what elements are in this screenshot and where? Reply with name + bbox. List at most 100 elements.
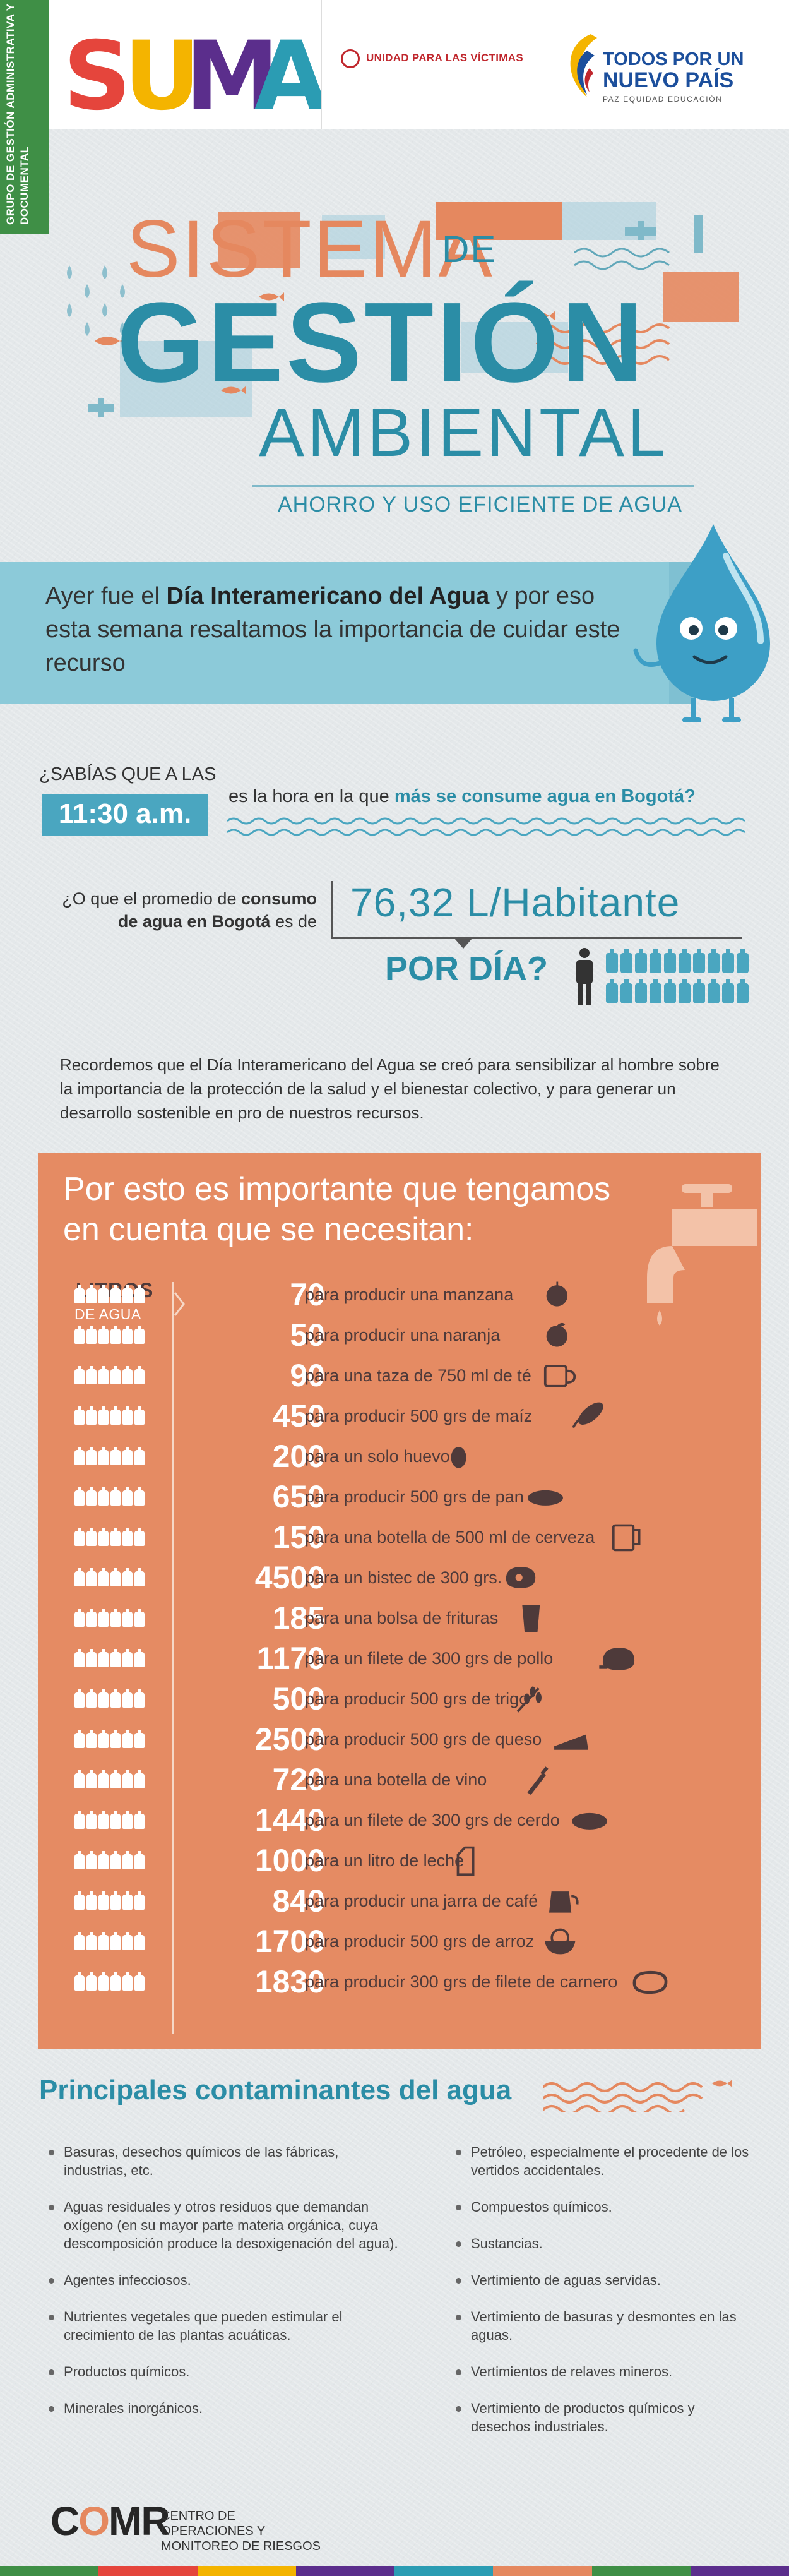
bottle-icon bbox=[98, 1851, 109, 1869]
victimas-label: UNIDAD PARA LAS VÍCTIMAS bbox=[366, 52, 523, 64]
bottle-icon bbox=[74, 1932, 85, 1950]
bottle-icon bbox=[98, 1972, 109, 1991]
bottle-icon bbox=[679, 983, 691, 1003]
bottle-icon bbox=[86, 1487, 97, 1506]
bottle-icon bbox=[110, 1568, 121, 1586]
bottle-icon bbox=[639, 979, 643, 983]
liters-value: 70 bbox=[290, 1277, 325, 1312]
bottle-icon bbox=[134, 1609, 145, 1627]
bottle-icon bbox=[726, 949, 730, 953]
bottle-icon bbox=[86, 1406, 97, 1425]
footer-color-bar bbox=[0, 2566, 789, 2576]
fact-1-answer: es la hora en la que más se consume agua… bbox=[228, 786, 696, 806]
panel-title: Por esto es importante que tengamos en c… bbox=[63, 1171, 611, 1248]
water-bottles-icon bbox=[74, 1770, 150, 1788]
bottle-icon bbox=[98, 1528, 109, 1546]
bottle-icon bbox=[122, 1891, 133, 1910]
color-stripe bbox=[0, 2566, 99, 2576]
litros-sublabel: DE AGUA bbox=[74, 1306, 141, 1322]
contaminante-item: Petróleo, especialmente el procedente de… bbox=[454, 2143, 751, 2179]
bottle-icon bbox=[122, 1649, 133, 1667]
contaminante-item: Basuras, desechos químicos de las fábric… bbox=[47, 2143, 401, 2179]
title-divider bbox=[252, 485, 694, 487]
water-drop-mascot-icon bbox=[633, 524, 770, 722]
water-bottles-icon bbox=[74, 1487, 150, 1506]
suma-letter-m: M bbox=[185, 21, 280, 131]
liters-value: 50 bbox=[290, 1317, 325, 1353]
bottle-icon bbox=[122, 1932, 133, 1950]
bottle-icon bbox=[693, 953, 705, 973]
bottle-icon bbox=[98, 1649, 109, 1667]
color-stripe bbox=[591, 2566, 691, 2576]
water-bottles-icon bbox=[74, 1932, 150, 1950]
water-bottles-icon bbox=[74, 1406, 150, 1425]
bottle-icon bbox=[74, 1972, 85, 1991]
milk-carton-icon bbox=[456, 1846, 475, 1876]
item-description: para producir una manzana bbox=[305, 1285, 514, 1304]
bottle-icon bbox=[110, 1932, 121, 1950]
chicken-icon bbox=[599, 1648, 635, 1670]
coffee-pot-icon bbox=[549, 1891, 579, 1913]
bottle-icon bbox=[624, 979, 629, 983]
bottle-icon bbox=[86, 1366, 97, 1384]
bottle-icon bbox=[726, 979, 730, 983]
bottle-icon bbox=[98, 1366, 109, 1384]
title-decoration bbox=[67, 202, 739, 417]
water-bottles-icon bbox=[74, 1811, 150, 1829]
bottle-icon bbox=[110, 1811, 121, 1829]
bottle-icon bbox=[74, 1851, 85, 1869]
title-de: DE bbox=[442, 228, 497, 270]
item-description: para producir una naranja bbox=[305, 1326, 501, 1345]
water-bottles-icon bbox=[74, 1649, 150, 1667]
bottle-icon bbox=[122, 1972, 133, 1991]
fact-2-bracket bbox=[331, 881, 742, 939]
bottle-icon bbox=[98, 1689, 109, 1708]
bottle-icon bbox=[134, 1972, 145, 1991]
bottle-icon bbox=[708, 953, 720, 973]
bottle-icon bbox=[740, 949, 745, 953]
title-subtitle: AHORRO Y USO EFICIENTE DE AGUA bbox=[278, 493, 682, 517]
bottle-icon bbox=[668, 949, 672, 953]
liters-value: 185 bbox=[272, 1600, 325, 1636]
colombia-seal-icon bbox=[341, 49, 360, 68]
bottle-icon bbox=[708, 983, 720, 1003]
item-description: para una botella de 500 ml de cerveza bbox=[305, 1528, 595, 1547]
bottle-icon bbox=[122, 1487, 133, 1506]
bottle-icon bbox=[98, 1568, 109, 1586]
suma-logo: S U M A bbox=[49, 0, 328, 131]
rice-bowl-icon bbox=[545, 1928, 576, 1955]
contaminante-item: Vertimiento de aguas servidas. bbox=[454, 2271, 751, 2289]
bottle-icon bbox=[122, 1285, 133, 1303]
side-tab-label: Grupo de gestión administrativa y docume… bbox=[4, 3, 30, 225]
water-need-row: 2500 para producir 500 grs de queso bbox=[38, 1719, 761, 1759]
bottle-icon bbox=[86, 1447, 97, 1465]
bottle-icon bbox=[98, 1891, 109, 1910]
bottle-icon bbox=[711, 979, 716, 983]
color-stripe bbox=[295, 2566, 394, 2576]
bottle-icon bbox=[98, 1730, 109, 1748]
item-description: para producir 500 grs de pan bbox=[305, 1487, 524, 1506]
water-bottles-icon bbox=[74, 1972, 150, 1991]
bottle-icon bbox=[86, 1730, 97, 1748]
bottle-icon bbox=[134, 1487, 145, 1506]
contaminante-item: Sustancias. bbox=[454, 2234, 751, 2253]
water-need-row: 1170 para un filete de 300 grs de pollo bbox=[38, 1638, 761, 1679]
faucet-icon bbox=[647, 1184, 757, 1326]
bottle-icon bbox=[110, 1972, 121, 1991]
bottle-icon bbox=[122, 1406, 133, 1425]
fact-1-time-box bbox=[42, 794, 208, 836]
bottle-icon bbox=[98, 1609, 109, 1627]
bottle-icon bbox=[86, 1891, 97, 1910]
contaminante-item: Productos químicos. bbox=[47, 2363, 401, 2381]
water-need-row: 840 para producir una jarra de café bbox=[38, 1881, 761, 1921]
color-stripe bbox=[690, 2566, 789, 2576]
water-bottles-icon bbox=[74, 1891, 150, 1910]
item-description: para un litro de leche bbox=[305, 1851, 465, 1870]
item-description: para un solo huevo bbox=[305, 1447, 450, 1466]
liters-value: 150 bbox=[272, 1519, 325, 1555]
bottle-icon bbox=[620, 983, 632, 1003]
water-need-row: 90 para una taza de 750 ml de té bbox=[38, 1355, 761, 1396]
liters-value: 1830 bbox=[254, 1964, 325, 1999]
bottle-icon bbox=[697, 979, 701, 983]
orange-icon bbox=[546, 1322, 568, 1347]
